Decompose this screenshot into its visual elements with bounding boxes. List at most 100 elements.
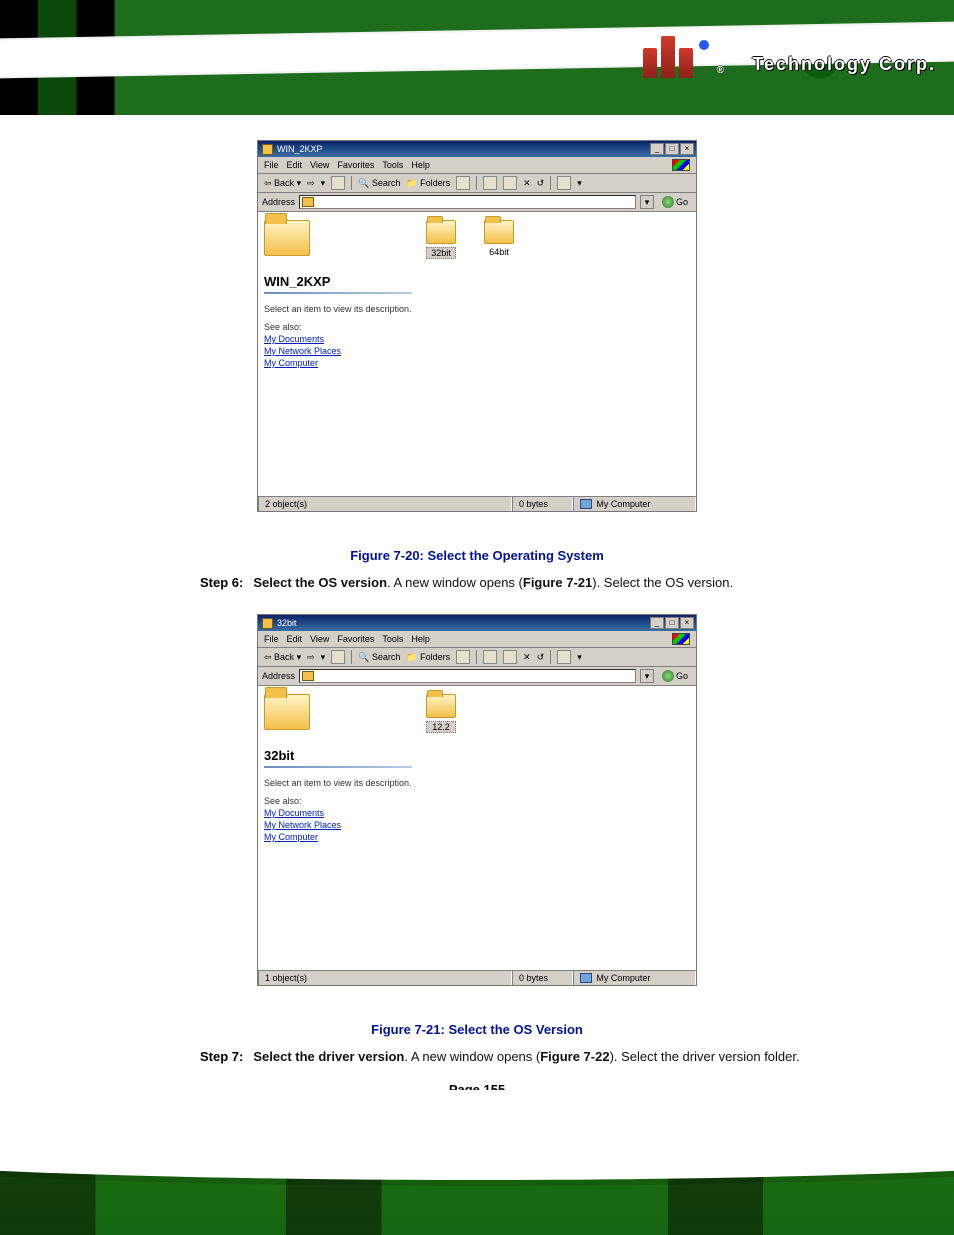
company-logo: ® bbox=[643, 36, 724, 78]
address-input[interactable] bbox=[299, 195, 636, 209]
file-pane[interactable]: 32bit 64bit bbox=[418, 212, 696, 496]
forward-button[interactable]: ⇨ bbox=[307, 652, 315, 663]
minimize-button[interactable]: _ bbox=[650, 143, 664, 155]
address-input[interactable] bbox=[299, 669, 636, 683]
delete-icon[interactable]: ✕ bbox=[523, 178, 531, 189]
link-my-computer[interactable]: My Computer bbox=[264, 832, 412, 842]
address-label: Address bbox=[262, 671, 295, 681]
folder-label: 32bit bbox=[426, 247, 456, 259]
info-panel: WIN_2KXP Select an item to view its desc… bbox=[258, 212, 418, 496]
menu-tools[interactable]: Tools bbox=[382, 634, 403, 644]
folder-icon bbox=[262, 144, 273, 155]
panel-hint: Select an item to view its description. bbox=[264, 778, 412, 788]
up-icon[interactable] bbox=[331, 650, 345, 664]
step-7: Step 7: Select the driver version. A new… bbox=[200, 1049, 830, 1064]
folder-icon bbox=[484, 220, 514, 244]
menu-file[interactable]: File bbox=[264, 634, 279, 644]
menu-edit[interactable]: Edit bbox=[287, 160, 303, 170]
minimize-button[interactable]: _ bbox=[650, 617, 664, 629]
titlebar[interactable]: 32bit _ □ × bbox=[258, 615, 696, 631]
folder-item[interactable]: 32bit bbox=[426, 220, 456, 259]
history-icon[interactable] bbox=[456, 650, 470, 664]
toolbar: ⇦ Back ▾ ⇨▾ 🔍 Search 📁 Folders ✕ ↺ ▾ bbox=[258, 174, 696, 193]
status-objects: 1 object(s) bbox=[258, 971, 512, 985]
views-icon[interactable] bbox=[557, 650, 571, 664]
search-button[interactable]: 🔍 Search bbox=[358, 652, 400, 663]
back-button[interactable]: ⇦ Back ▾ bbox=[264, 652, 301, 663]
copy-icon[interactable] bbox=[503, 650, 517, 664]
link-my-computer[interactable]: My Computer bbox=[264, 358, 412, 368]
link-my-documents[interactable]: My Documents bbox=[264, 808, 412, 818]
move-icon[interactable] bbox=[483, 176, 497, 190]
views-icon[interactable] bbox=[557, 176, 571, 190]
menu-favorites[interactable]: Favorites bbox=[337, 634, 374, 644]
menu-edit[interactable]: Edit bbox=[287, 634, 303, 644]
folder-label: 64bit bbox=[484, 247, 514, 257]
folder-icon bbox=[302, 197, 314, 207]
forward-button[interactable]: ⇨ bbox=[307, 178, 315, 189]
page-content: WIN_2KXP _ □ × File Edit View Favorites … bbox=[60, 140, 894, 1097]
undo-icon[interactable]: ↺ bbox=[537, 178, 545, 189]
info-panel: 32bit Select an item to view its descrip… bbox=[258, 686, 418, 970]
delete-icon[interactable]: ✕ bbox=[523, 652, 531, 663]
folder-item[interactable]: 64bit bbox=[484, 220, 514, 257]
status-objects: 2 object(s) bbox=[258, 497, 512, 511]
menu-tools[interactable]: Tools bbox=[382, 160, 403, 170]
explorer-window-2: 32bit _ □ × File Edit View Favorites Too… bbox=[257, 614, 697, 986]
menu-help[interactable]: Help bbox=[411, 634, 430, 644]
titlebar[interactable]: WIN_2KXP _ □ × bbox=[258, 141, 696, 157]
menu-view[interactable]: View bbox=[310, 634, 329, 644]
status-bar: 1 object(s) 0 bytes My Computer bbox=[258, 970, 696, 985]
maximize-button[interactable]: □ bbox=[665, 143, 679, 155]
step-label: Step 7: bbox=[200, 1049, 243, 1064]
go-button[interactable]: Go bbox=[658, 196, 692, 208]
window-title: 32bit bbox=[277, 618, 297, 628]
menu-view[interactable]: View bbox=[310, 160, 329, 170]
move-icon[interactable] bbox=[483, 650, 497, 664]
panel-divider bbox=[264, 292, 412, 294]
menu-file[interactable]: File bbox=[264, 160, 279, 170]
link-my-documents[interactable]: My Documents bbox=[264, 334, 412, 344]
go-icon bbox=[662, 196, 674, 208]
copy-icon[interactable] bbox=[503, 176, 517, 190]
folders-button[interactable]: 📁 Folders bbox=[406, 652, 450, 663]
address-dropdown[interactable]: ▾ bbox=[640, 195, 654, 209]
panel-title: WIN_2KXP bbox=[264, 274, 412, 289]
step-text: Select the driver version. A new window … bbox=[253, 1049, 799, 1064]
step-6: Step 6: Select the OS version. A new win… bbox=[200, 575, 830, 590]
status-bytes: 0 bytes bbox=[512, 497, 573, 511]
folders-button[interactable]: 📁 Folders bbox=[406, 178, 450, 189]
link-my-network-places[interactable]: My Network Places bbox=[264, 820, 412, 830]
page-header-decor: ® Technology Corp. bbox=[0, 0, 954, 115]
see-also-label: See also: bbox=[264, 322, 412, 332]
up-icon[interactable] bbox=[331, 176, 345, 190]
panel-title: 32bit bbox=[264, 748, 412, 763]
status-location: My Computer bbox=[573, 497, 696, 511]
close-button[interactable]: × bbox=[680, 617, 694, 629]
panel-hint: Select an item to view its description. bbox=[264, 304, 412, 314]
menu-favorites[interactable]: Favorites bbox=[337, 160, 374, 170]
address-bar: Address ▾ Go bbox=[258, 193, 696, 212]
back-button[interactable]: ⇦ Back ▾ bbox=[264, 178, 301, 189]
undo-icon[interactable]: ↺ bbox=[537, 652, 545, 663]
menu-help[interactable]: Help bbox=[411, 160, 430, 170]
folder-item[interactable]: 12.2 bbox=[426, 694, 456, 733]
history-icon[interactable] bbox=[456, 176, 470, 190]
maximize-button[interactable]: □ bbox=[665, 617, 679, 629]
address-label: Address bbox=[262, 197, 295, 207]
address-dropdown[interactable]: ▾ bbox=[640, 669, 654, 683]
folder-icon bbox=[262, 618, 273, 629]
file-pane[interactable]: 12.2 bbox=[418, 686, 696, 970]
close-button[interactable]: × bbox=[680, 143, 694, 155]
step-label: Step 6: bbox=[200, 575, 243, 590]
folder-icon bbox=[426, 220, 456, 244]
computer-icon bbox=[580, 973, 592, 983]
search-button[interactable]: 🔍 Search bbox=[358, 178, 400, 189]
status-location: My Computer bbox=[573, 971, 696, 985]
link-my-network-places[interactable]: My Network Places bbox=[264, 346, 412, 356]
folder-icon bbox=[426, 694, 456, 718]
step-text: Select the OS version. A new window open… bbox=[253, 575, 733, 590]
big-folder-icon bbox=[264, 694, 310, 730]
go-button[interactable]: Go bbox=[658, 670, 692, 682]
menu-bar: File Edit View Favorites Tools Help bbox=[258, 631, 696, 648]
